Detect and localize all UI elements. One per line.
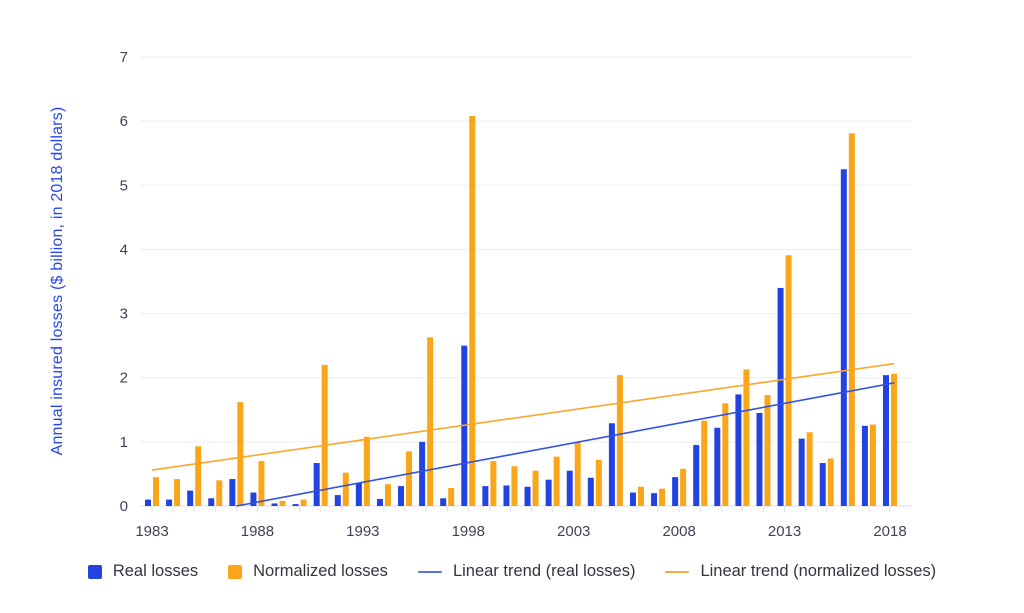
legend-label-real-losses: Real losses <box>112 562 199 580</box>
normalized-losses-swatch <box>228 564 243 579</box>
svg-text:4: 4 <box>120 241 128 258</box>
gridlines <box>140 56 912 443</box>
real-losses-swatch <box>87 564 102 579</box>
svg-text:7: 7 <box>120 49 128 66</box>
legend-label-normalized-losses: Normalized losses <box>253 562 388 580</box>
svg-text:2008: 2008 <box>662 523 695 540</box>
svg-text:2: 2 <box>120 370 128 387</box>
legend-item-normalized-trend: Linear trend (normalized losses) <box>665 562 936 581</box>
svg-text:2013: 2013 <box>768 523 801 540</box>
svg-text:2018: 2018 <box>873 523 906 540</box>
real-trend-line-swatch <box>417 570 442 573</box>
real-trend-line <box>236 382 895 507</box>
svg-text:1: 1 <box>120 434 128 451</box>
y-axis-tick-labels: 0 1 2 3 4 5 6 7 <box>120 49 128 515</box>
svg-text:2003: 2003 <box>557 523 590 540</box>
svg-text:1993: 1993 <box>346 523 379 540</box>
svg-text:1998: 1998 <box>452 523 485 540</box>
svg-text:5: 5 <box>120 177 128 194</box>
normalized-trend-line-swatch <box>665 570 690 573</box>
svg-text:3: 3 <box>120 306 128 323</box>
legend-label-real-trend: Linear trend (real losses) <box>452 562 636 580</box>
insured-losses-chart: 0 1 2 3 4 5 6 7 1983 1988 1993 1998 2003 2008 2013 2018 <box>120 49 912 540</box>
legend-item-real-losses: Real losses <box>87 562 199 581</box>
legend-item-normalized-losses: Normalized losses <box>228 562 388 581</box>
x-axis-tick-marks <box>151 506 891 512</box>
chart-legend: Real losses Normalized losses Linear tre… <box>0 562 1024 581</box>
svg-text:0: 0 <box>120 498 128 515</box>
svg-text:1988: 1988 <box>241 523 274 540</box>
svg-text:1983: 1983 <box>135 523 168 540</box>
legend-label-normalized-trend: Linear trend (normalized losses) <box>700 562 937 580</box>
svg-text:6: 6 <box>120 113 128 130</box>
normalized-trend-line <box>151 362 895 471</box>
normalized-losses-bars <box>153 116 897 507</box>
legend-item-real-trend: Linear trend (real losses) <box>417 562 636 581</box>
x-axis-tick-labels: 1983 1988 1993 1998 2003 2008 2013 2018 <box>135 523 906 540</box>
